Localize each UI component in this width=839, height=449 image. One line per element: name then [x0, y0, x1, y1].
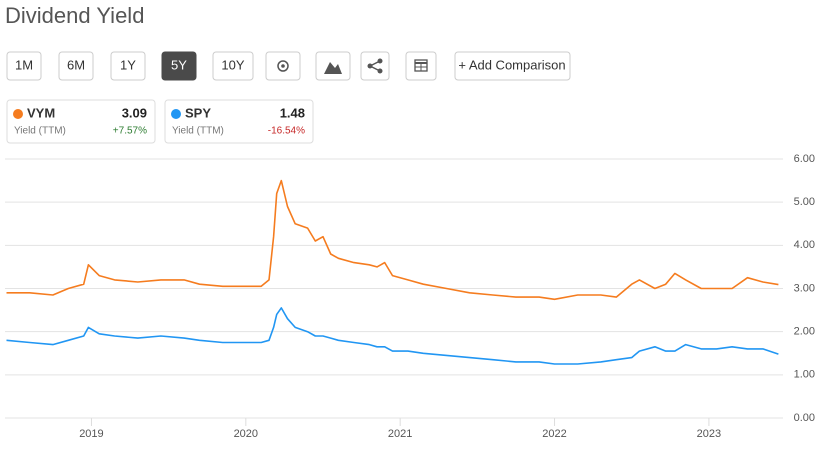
range-button[interactable]: 1Y [110, 51, 146, 81]
y-tick-label: 5.00 [794, 196, 815, 208]
legend-card: VYM 3.09 Yield (TTM) +7.57% [6, 99, 156, 144]
x-tick-label: 2021 [388, 428, 412, 440]
legend-value: 1.48 [280, 105, 305, 120]
y-tick-label: 2.00 [794, 326, 815, 338]
legend-metric: Yield (TTM) [14, 126, 66, 137]
table-button[interactable] [405, 51, 437, 81]
button-label[interactable]: 6M [67, 57, 85, 72]
chart-title: Dividend Yield [5, 3, 144, 28]
y-tick-label: 0.00 [794, 412, 815, 424]
button-frame [161, 51, 197, 81]
card-frame [6, 99, 156, 144]
button-frame [454, 51, 571, 81]
button-frame [110, 51, 146, 81]
x-tick-label: 2023 [697, 428, 721, 440]
range-button[interactable]: 1M [6, 51, 42, 81]
share-button[interactable] [360, 51, 390, 81]
legend-change: +7.57% [113, 126, 147, 137]
legend-metric: Yield (TTM) [172, 126, 224, 137]
y-tick-label: 1.00 [794, 369, 815, 381]
button-label[interactable]: 1M [15, 57, 33, 72]
x-tick-label: 2020 [234, 428, 258, 440]
series-line [6, 307, 779, 365]
range-button[interactable]: 10Y [212, 51, 254, 81]
legend-dot [13, 109, 23, 119]
range-button[interactable]: 5Y [161, 51, 197, 81]
legend-name: VYM [27, 105, 55, 120]
button-frame [6, 51, 42, 81]
legend-value: 3.09 [122, 105, 147, 120]
legend-name: SPY [185, 105, 211, 120]
y-tick-label: 6.00 [794, 153, 815, 165]
chart-type-button[interactable] [315, 51, 351, 81]
legend-card: SPY 1.48 Yield (TTM) -16.54% [164, 99, 314, 144]
add-comparison-button[interactable]: + Add Comparison [454, 51, 571, 81]
x-tick-label: 2019 [79, 428, 103, 440]
y-tick-label: 3.00 [794, 282, 815, 294]
button-frame [58, 51, 94, 81]
button-frame [212, 51, 254, 81]
button-label[interactable]: 10Y [221, 57, 244, 72]
card-frame [164, 99, 314, 144]
x-tick-label: 2022 [542, 428, 566, 440]
series-line [6, 179, 779, 301]
button-label[interactable]: 5Y [171, 57, 187, 72]
legend-change: -16.54% [268, 126, 305, 137]
button-label[interactable]: + Add Comparison [458, 57, 565, 72]
range-button[interactable]: 6M [58, 51, 94, 81]
settings-button[interactable] [265, 51, 301, 81]
legend-dot [171, 109, 181, 119]
button-label[interactable]: 1Y [120, 57, 136, 72]
y-tick-label: 4.00 [794, 239, 815, 251]
